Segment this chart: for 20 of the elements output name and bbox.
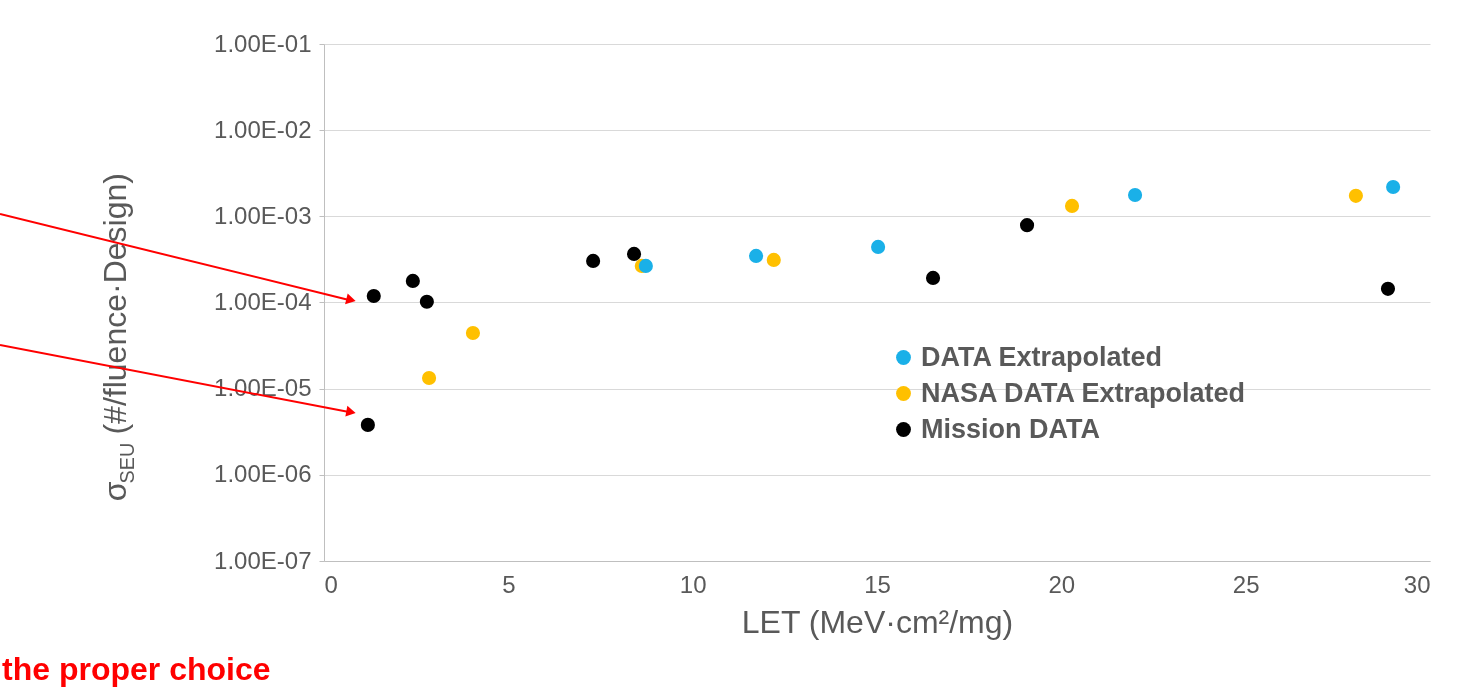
y-tick-label: 1.00E-05 xyxy=(214,374,312,402)
y-tick-label: 1.00E-07 xyxy=(214,546,312,574)
y-tick-label: 1.00E-03 xyxy=(214,201,312,229)
y-tick-label: 1.00E-01 xyxy=(214,29,312,57)
y-axis-title: σSEU (#/fluence·Design) xyxy=(97,173,138,502)
legend-label: NASA DATA Extrapolated xyxy=(921,377,1246,408)
legend-label: DATA Extrapolated xyxy=(921,341,1163,372)
legend-label: Mission DATA xyxy=(921,413,1100,444)
y-tick-label: 1.00E-06 xyxy=(214,460,312,488)
text: the proper choice xyxy=(2,651,271,687)
x-tick-label: 5 xyxy=(502,570,516,598)
x-tick-label: 15 xyxy=(864,570,891,598)
y-tick-label: 1.00E-02 xyxy=(214,115,312,143)
x-axis-title: LET (MeV·cm²/mg) xyxy=(741,603,1014,640)
y-tick-label: 1.00E-04 xyxy=(214,288,312,315)
x-tick-label: 10 xyxy=(679,570,707,598)
x-tick-label: 0 xyxy=(324,570,338,598)
x-tick-label: 20 xyxy=(1048,570,1076,598)
x-tick-label: 25 xyxy=(1232,570,1260,598)
x-tick-label: 30 xyxy=(1403,570,1431,598)
